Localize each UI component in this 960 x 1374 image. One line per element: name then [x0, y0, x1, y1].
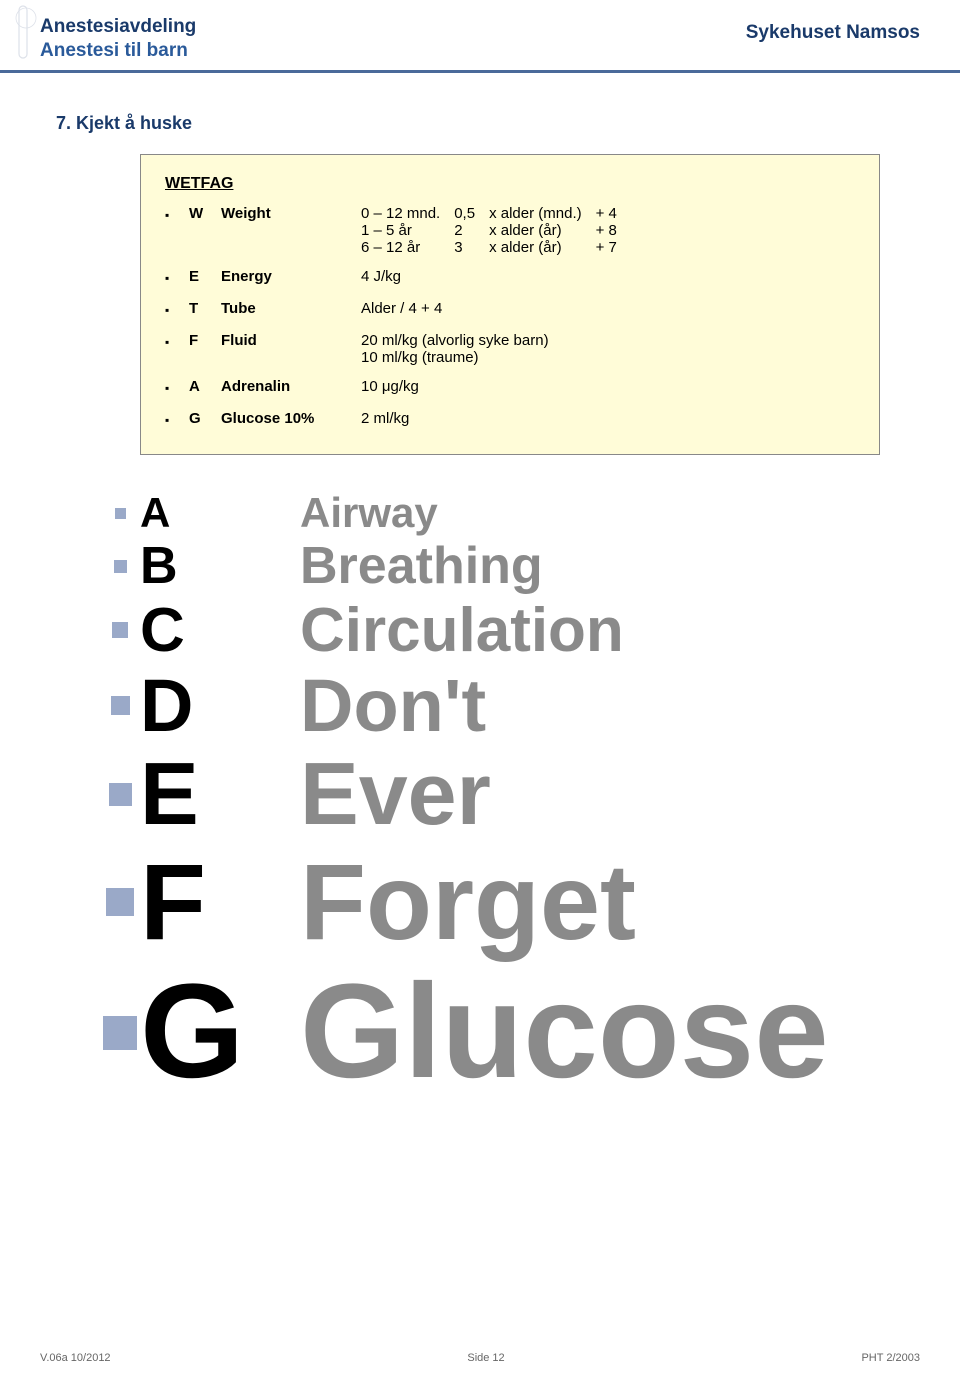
wetfag-value: 10 μg/kg	[361, 378, 855, 395]
abc-word: Forget	[300, 845, 636, 958]
weight-cell: + 7	[596, 239, 617, 256]
weight-cell: 3	[454, 239, 489, 256]
wetfag-value-line: 4 J/kg	[361, 268, 855, 285]
weight-cell: 0,5	[454, 205, 489, 222]
abc-letter: G	[140, 962, 300, 1103]
wetfag-value-line: 20 ml/kg (alvorlig syke barn)	[361, 332, 855, 349]
wetfag-letter: F	[189, 332, 221, 349]
abc-row: AAirway	[100, 491, 960, 535]
wetfag-value: 2 ml/kg	[361, 410, 855, 427]
wetfag-row: ▪TTubeAlder / 4 + 4	[165, 300, 855, 320]
abc-bullet-icon	[100, 622, 140, 638]
wetfag-row: ▪GGlucose 10%2 ml/kg	[165, 410, 855, 430]
abc-letter: F	[140, 845, 300, 958]
abc-word: Circulation	[300, 598, 624, 663]
wetfag-letter: W	[189, 205, 221, 222]
weight-cell: x alder (år)	[489, 239, 596, 256]
abc-bullet-icon	[100, 696, 140, 715]
bullet-icon: ▪	[165, 332, 189, 352]
abc-word: Ever	[300, 748, 491, 840]
bullet-icon: ▪	[165, 205, 189, 225]
wetfag-value-line: Alder / 4 + 4	[361, 300, 855, 317]
abc-bullet-icon	[100, 508, 140, 519]
weight-cell: 1 – 5 år	[361, 222, 454, 239]
weight-cell: x alder (år)	[489, 222, 596, 239]
hospital-name: Sykehuset Namsos	[746, 22, 920, 44]
wetfag-value: 0 – 12 mnd.0,5x alder (mnd.)+ 4 1 – 5 år2…	[361, 205, 855, 256]
weight-cell: + 4	[596, 205, 617, 222]
wetfag-value-line: 2 ml/kg	[361, 410, 855, 427]
abc-bullet-icon	[100, 560, 140, 573]
bullet-icon: ▪	[165, 378, 189, 398]
wetfag-letter: E	[189, 268, 221, 285]
abc-row: BBreathing	[100, 539, 960, 594]
wetfag-value: Alder / 4 + 4	[361, 300, 855, 317]
wetfag-label: Glucose 10%	[221, 410, 361, 427]
abc-word: Glucose	[300, 962, 829, 1103]
section-title: 7. Kjekt å huske	[56, 113, 960, 134]
wetfag-title: WETFAG	[165, 175, 855, 193]
wetfag-row: ▪FFluid20 ml/kg (alvorlig syke barn)10 m…	[165, 332, 855, 366]
abc-bullet-icon	[100, 783, 140, 806]
wetfag-box: WETFAG ▪WWeight0 – 12 mnd.0,5x alder (mn…	[140, 154, 880, 455]
footer-left: V.06a 10/2012	[40, 1352, 111, 1364]
abc-letter: C	[140, 598, 300, 663]
wetfag-letter: G	[189, 410, 221, 427]
bullet-icon: ▪	[165, 300, 189, 320]
abc-letter: E	[140, 748, 300, 840]
wetfag-label: Energy	[221, 268, 361, 285]
weight-cell: 2	[454, 222, 489, 239]
wetfag-letter: A	[189, 378, 221, 395]
abc-bullet-icon	[100, 888, 140, 916]
abc-bullet-icon	[100, 1016, 140, 1050]
wetfag-value: 4 J/kg	[361, 268, 855, 285]
weight-cell: 6 – 12 år	[361, 239, 454, 256]
footer-right: PHT 2/2003	[861, 1352, 920, 1364]
wetfag-row: ▪EEnergy4 J/kg	[165, 268, 855, 288]
wetfag-label: Fluid	[221, 332, 361, 349]
abc-word: Breathing	[300, 539, 543, 594]
abc-letter: B	[140, 539, 300, 594]
wetfag-value-line: 10 ml/kg (traume)	[361, 349, 855, 366]
abc-mnemonic-list: AAirwayBBreathingCCirculationDDon'tEEver…	[100, 491, 960, 1103]
abc-row: CCirculation	[100, 598, 960, 663]
wetfag-label: Adrenalin	[221, 378, 361, 395]
subdepartment-name: Anestesi til barn	[40, 40, 196, 62]
wetfag-letter: T	[189, 300, 221, 317]
weight-cell: 0 – 12 mnd.	[361, 205, 454, 222]
abc-letter: A	[140, 491, 300, 535]
abc-letter: D	[140, 667, 300, 745]
abc-word: Airway	[300, 491, 438, 535]
department-name: Anestesiavdeling	[40, 16, 196, 38]
bullet-icon: ▪	[165, 410, 189, 430]
footer-center: Side 12	[467, 1352, 504, 1364]
weight-cell: x alder (mnd.)	[489, 205, 596, 222]
abc-row: DDon't	[100, 667, 960, 745]
weight-cell: + 8	[596, 222, 617, 239]
wetfag-label: Tube	[221, 300, 361, 317]
bullet-icon: ▪	[165, 268, 189, 288]
abc-row: FForget	[100, 845, 960, 958]
wetfag-label: Weight	[221, 205, 361, 222]
abc-word: Don't	[300, 667, 486, 745]
wetfag-value-line: 10 μg/kg	[361, 378, 855, 395]
wetfag-value: 20 ml/kg (alvorlig syke barn)10 ml/kg (t…	[361, 332, 855, 366]
page-footer: V.06a 10/2012 Side 12 PHT 2/2003	[40, 1352, 920, 1364]
wetfag-row: ▪AAdrenalin10 μg/kg	[165, 378, 855, 398]
abc-row: GGlucose	[100, 962, 960, 1103]
abc-row: EEver	[100, 748, 960, 840]
wetfag-row: ▪WWeight0 – 12 mnd.0,5x alder (mnd.)+ 4 1…	[165, 205, 855, 256]
page-header: Anestesiavdeling Anestesi til barn Sykeh…	[0, 0, 960, 73]
